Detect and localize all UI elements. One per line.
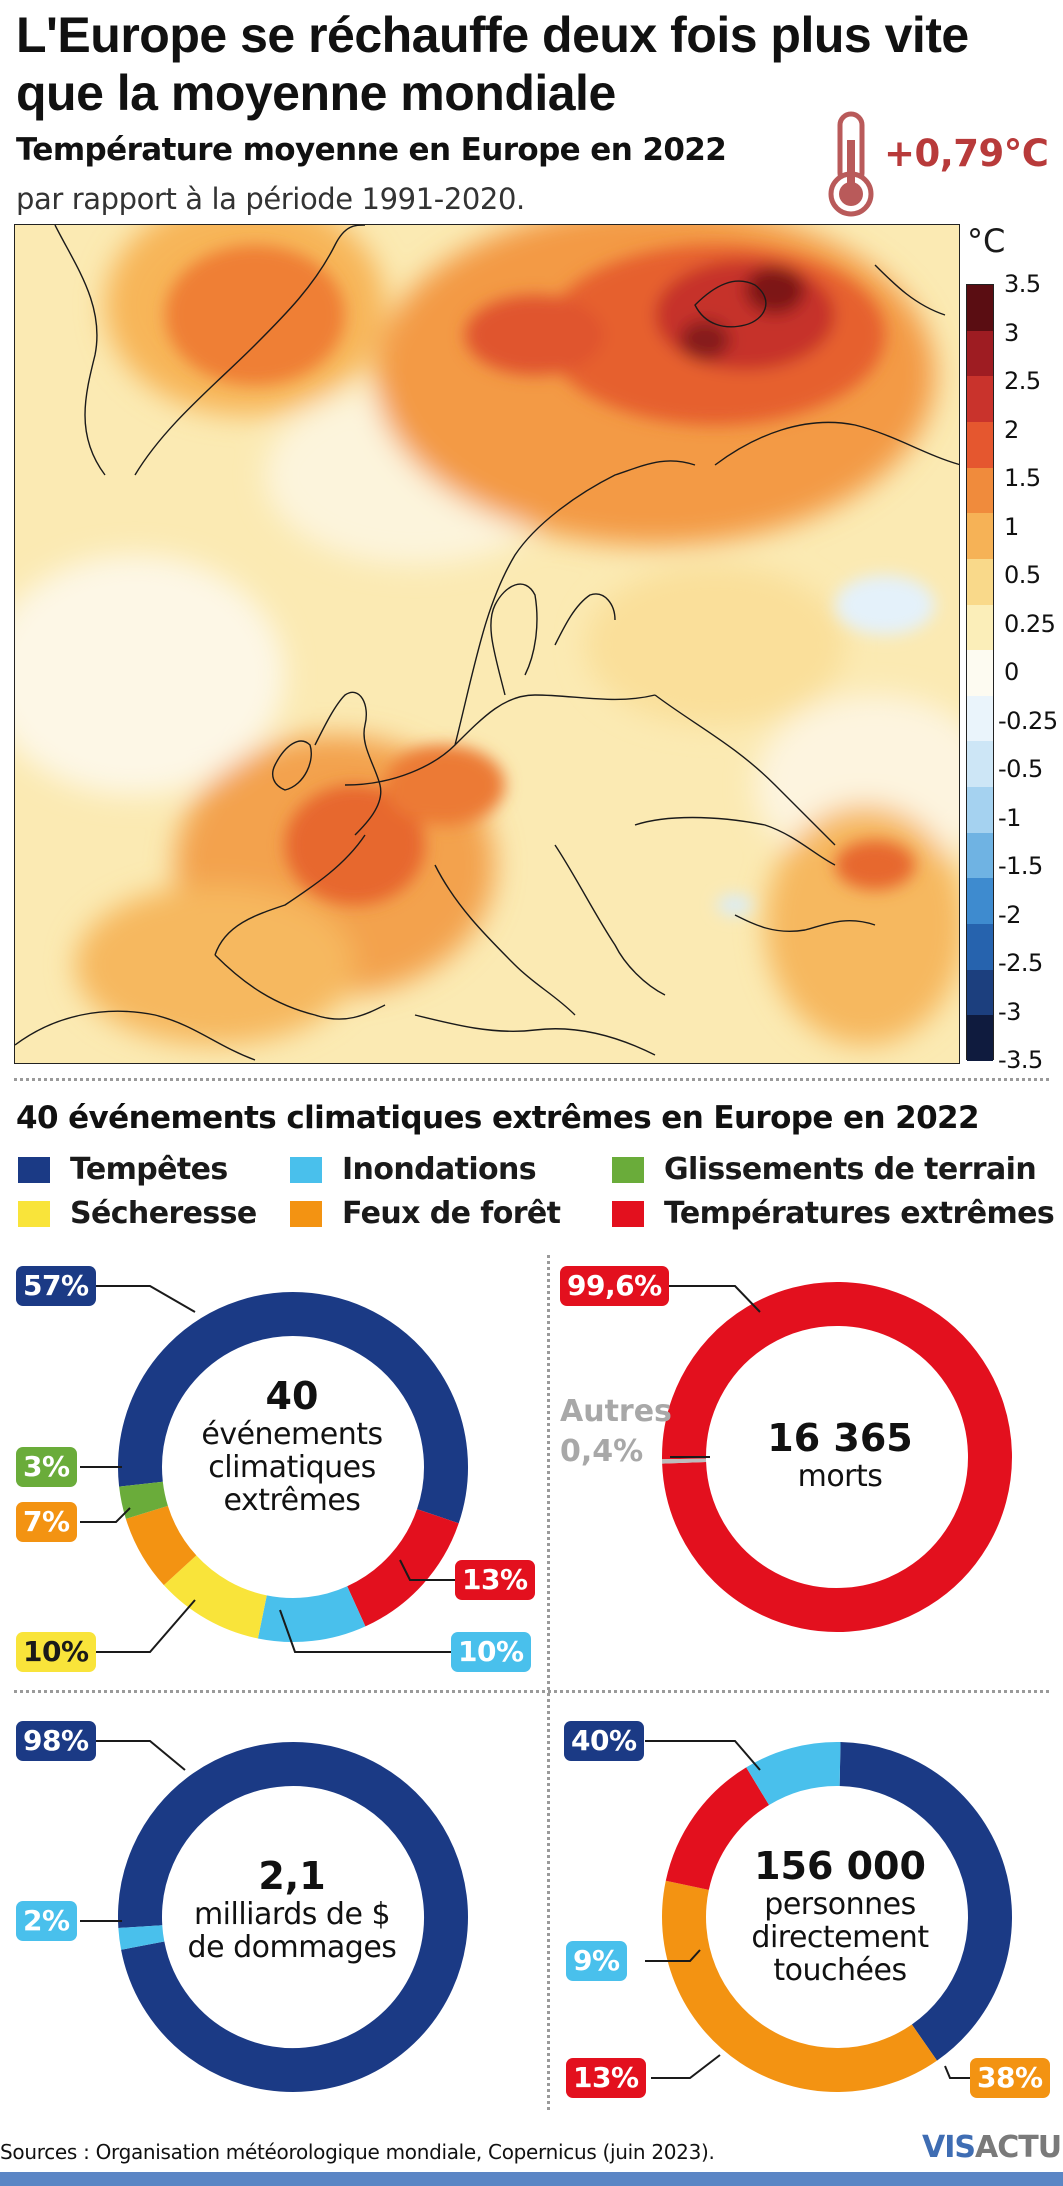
colorbar-tick-label: -2 [998,900,1021,929]
colorbar-segment [967,513,993,560]
map-subtitle-period: par rapport à la période 1991-2020. [16,182,525,216]
colorbar-segment [967,558,993,606]
bottom-bar [0,2172,1063,2186]
colorbar-segment [967,421,993,469]
label-fires-events: 7% [16,1502,77,1542]
legend-swatch [290,1200,322,1227]
colorbar-tick-label: 1.5 [1004,464,1041,492]
donut-people [662,1742,1012,2092]
label-extreme-people: 13% [566,2058,646,2098]
donut-events [118,1292,468,1642]
label-extreme-events: 13% [455,1560,535,1600]
page-title: L'Europe se réchauffe deux fois plus vit… [16,7,969,121]
label-floods-people: 9% [566,1941,627,1981]
sources-note: Sources : Organisation météorologique mo… [0,2140,715,2164]
donut-segment [118,1924,165,1950]
colorbar-tick-label: -1 [998,803,1021,832]
colorbar-segment [967,467,993,514]
legend-drought: Sécheresse [18,1196,257,1231]
section-divider [14,1078,1049,1081]
donut-segment [119,1481,169,1519]
colorbar-tick-label: 3.5 [1004,270,1041,298]
donut-segment [662,1282,1012,1632]
colorbar-segment [967,376,993,423]
donut-segment [346,1508,459,1627]
colorbar-segment [967,924,993,971]
colorbar-tick-label: -0.5 [998,755,1043,783]
donut-deaths-center: 16 365 morts [767,1416,913,1494]
label-landslides-events: 3% [16,1447,77,1487]
donut-segment [118,1292,468,1524]
donut-damage-center: 2,1 milliards de $ de dommages [187,1854,397,1965]
visactu-logo: VISACTU [922,2130,1062,2165]
colorbar-segment [967,604,993,651]
colorbar-segment [967,741,993,788]
legend-swatch [18,1200,50,1227]
colorbar-segment [967,695,993,742]
colorbar-tick-label: 0.25 [1004,609,1056,638]
temperature-anomaly: +0,79°C [884,132,1049,175]
colorbar-tick-label: -2.5 [998,949,1043,977]
donut-deaths [662,1282,1012,1632]
legend-extreme-temperatures: Températures extrêmes [612,1196,1055,1231]
colorbar-segment [967,969,993,1016]
temperature-anomaly-map [14,224,960,1064]
scale-unit: °C [967,222,1006,260]
legend-swatch [612,1156,644,1183]
colorbar-tick-label: -3.5 [998,1046,1043,1074]
legend-landslides: Glissements de terrain [612,1152,1037,1187]
label-storms-damage: 98% [16,1721,96,1761]
donut-segment [118,1742,468,2092]
colorbar-segment [967,1015,993,1062]
colorbar-segment [967,330,993,377]
label-storms-people: 40% [564,1721,644,1761]
colorbar-tick-label: 3 [1004,318,1019,347]
donut-damage [118,1742,468,2092]
colorbar-segment [967,832,993,879]
donut-events-center: 40 événements climatiques extrêmes [201,1374,383,1518]
colorbar-segment [967,787,993,834]
temperature-colorbar [966,284,994,1062]
colorbar-tick-label: -1.5 [998,852,1043,880]
legend-swatch [18,1156,50,1183]
label-extreme-deaths: 99,6% [560,1266,669,1306]
colorbar-segment [967,650,993,697]
colorbar-segment [967,285,993,332]
donut-segment [163,1554,268,1639]
donut-segment [257,1586,366,1642]
legend-floods: Inondations [290,1152,537,1187]
grid-divider-horizontal [14,1690,1049,1693]
colorbar-tick-label: 1 [1004,512,1019,541]
legend-swatch [290,1156,322,1183]
colorbar-tick-label: 0 [1004,658,1019,686]
colorbar-tick-label: 0.5 [1004,561,1041,589]
label-floods-events: 10% [451,1632,531,1672]
label-storms-events: 57% [16,1266,96,1306]
grid-divider-vertical [547,1255,550,2110]
colorbar-tick-label: -0.25 [998,706,1058,735]
colorbar-tick-label: 2.5 [1004,367,1041,395]
legend-fires: Feux de forêt [290,1196,561,1231]
label-drought-events: 10% [16,1632,96,1672]
legend-storms: Tempêtes [18,1152,228,1187]
colorbar-tick-label: 2 [1004,415,1019,444]
thermometer-icon [828,111,874,217]
donut-people-center: 156 000 personnes directement touchées [751,1844,929,1988]
donut-segment [662,1880,937,2092]
donut-segment [839,1742,1012,2061]
leader-lines [80,1285,970,2079]
label-fires-people: 38% [970,2058,1050,2098]
colorbar-segment [967,878,993,925]
map-subtitle: Température moyenne en Europe en 2022 [16,132,727,168]
events-title: 40 événements climatiques extrêmes en Eu… [16,1100,980,1136]
donut-segment [746,1742,841,1806]
donut-segment [665,1767,770,1891]
label-floods-damage: 2% [16,1901,77,1941]
legend-swatch [612,1200,644,1227]
donut-segment [125,1505,197,1586]
colorbar-tick-label: -3 [998,997,1021,1026]
label-others-deaths: Autres 0,4% [560,1394,672,1469]
